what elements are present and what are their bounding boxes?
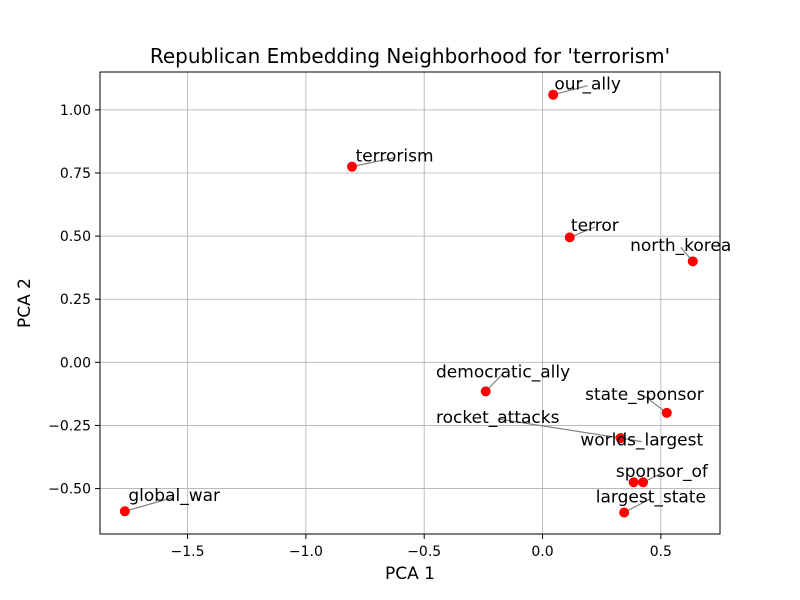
- point-label: terrorism: [356, 147, 434, 167]
- y-tick-label: 0.25: [60, 292, 91, 308]
- data-point: [548, 89, 559, 100]
- chart-title: Republican Embedding Neighborhood for 't…: [150, 44, 670, 68]
- point-label: state_sponsor: [585, 385, 704, 405]
- data-point: [615, 433, 626, 444]
- data-point: [564, 232, 575, 243]
- x-tick-label: −1.0: [289, 544, 323, 560]
- x-tick-label: −1.5: [171, 544, 205, 560]
- point-label: sponsor_of: [616, 462, 709, 482]
- data-point: [619, 507, 630, 518]
- data-point: [347, 161, 358, 172]
- plot-frame: [99, 71, 721, 535]
- leader-line: [124, 496, 175, 512]
- data-points: [119, 89, 698, 518]
- x-tick-label: 0.5: [650, 544, 672, 560]
- point-label: north_korea: [630, 236, 731, 256]
- y-tick-label: 0.00: [60, 355, 91, 371]
- point-label: democratic_ally: [436, 362, 570, 382]
- y-tick-label: −0.50: [48, 482, 91, 498]
- point-label: rocket_attacks: [436, 408, 560, 428]
- data-point: [661, 407, 672, 418]
- data-point: [119, 506, 130, 517]
- data-point: [628, 477, 639, 488]
- leader-line: [553, 85, 588, 96]
- point-label: global_war: [128, 486, 220, 506]
- x-tick-label: 0.0: [531, 544, 553, 560]
- leader-line: [623, 497, 652, 514]
- y-tick-label: −0.25: [48, 418, 91, 434]
- leader-line: [351, 157, 395, 168]
- grid-layer: [100, 72, 720, 534]
- data-point: [687, 256, 698, 267]
- leader-line: [497, 418, 621, 439]
- point-label: largest_state: [596, 487, 706, 507]
- y-axis-label: PCA 2: [15, 278, 35, 328]
- point-label: terror: [571, 216, 619, 236]
- y-tick-label: 0.50: [60, 229, 91, 245]
- data-point: [480, 386, 491, 397]
- x-axis-label: PCA 1: [385, 564, 435, 584]
- axis-ticks: −1.5 −1.0 −0.5 0.0 0.5 −0.50 −0.25 0.00 0.25 0.50…: [48, 103, 672, 560]
- y-tick-label: 0.75: [60, 166, 91, 182]
- y-tick-label: 1.00: [60, 103, 91, 119]
- x-tick-label: −0.5: [407, 544, 441, 560]
- point-label: worlds_largest: [580, 431, 703, 451]
- leader-lines: [124, 85, 694, 514]
- point-label: our_ally: [554, 75, 621, 95]
- point-labels: our_ally terrorism terror north_koreademocr…: [128, 75, 731, 508]
